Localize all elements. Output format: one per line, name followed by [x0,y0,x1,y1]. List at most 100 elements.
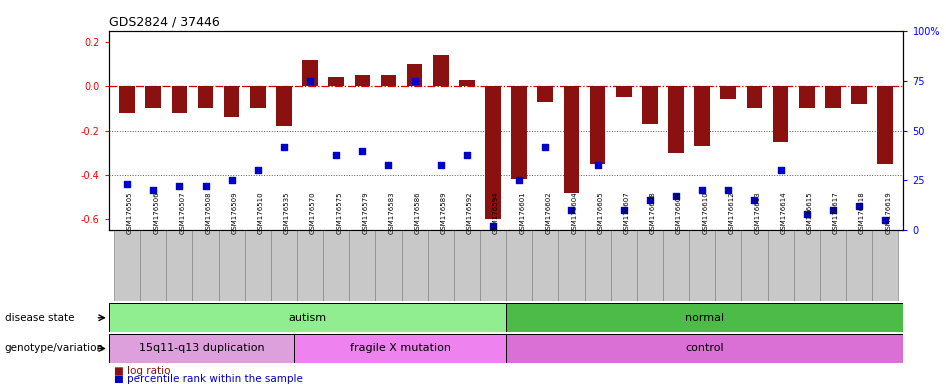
Text: GSM176601: GSM176601 [519,191,525,234]
Bar [401,230,428,301]
Text: GSM176612: GSM176612 [728,191,734,234]
Bar [297,230,324,301]
Bar [715,230,742,301]
Text: GSM176507: GSM176507 [180,191,185,234]
Bar [271,230,297,301]
Point [355,147,370,154]
Text: 15q11-q13 duplication: 15q11-q13 duplication [139,343,264,354]
Bar [767,230,794,301]
Bar [794,230,820,301]
Bar [454,230,480,301]
Text: GSM176615: GSM176615 [807,191,813,234]
Bar [140,230,166,301]
Bar [694,86,710,146]
Bar [146,86,161,108]
Text: GSM176586: GSM176586 [414,191,421,234]
Point [303,78,318,84]
Point [721,187,736,194]
Text: GSM176508: GSM176508 [205,191,212,234]
Bar [428,230,454,301]
Bar [166,230,192,301]
Text: GSM176506: GSM176506 [153,191,159,234]
Point [172,184,187,190]
Bar [355,75,370,86]
Bar [877,86,893,164]
Bar [616,86,632,97]
Bar [721,86,736,99]
Bar [250,86,266,108]
Point [851,204,867,210]
Point [328,151,343,157]
Bar [846,230,872,301]
Text: GSM176535: GSM176535 [284,192,289,234]
Bar [872,230,898,301]
Bar [798,86,815,108]
Bar [324,230,349,301]
Bar [773,86,788,142]
Point [433,161,448,167]
Point [460,151,475,157]
Point [616,207,631,214]
Bar [512,86,527,179]
Bar [171,86,187,113]
Bar [506,230,533,301]
Point [407,78,422,84]
Text: genotype/variation: genotype/variation [5,343,104,353]
Point [642,197,657,204]
Text: GSM176614: GSM176614 [780,191,786,234]
Bar [642,86,657,124]
Bar [533,230,558,301]
Bar [349,230,376,301]
Point [119,181,134,187]
Text: GSM176602: GSM176602 [545,191,552,234]
Bar [689,230,715,301]
Bar [294,334,506,363]
Point [381,161,396,167]
Point [669,194,684,200]
Point [747,197,762,204]
Text: GSM176509: GSM176509 [232,191,237,234]
Point [224,177,239,184]
Bar [380,75,396,86]
Bar [109,334,294,363]
Bar [109,303,506,332]
Text: GSM176608: GSM176608 [650,191,656,234]
Text: GSM176604: GSM176604 [571,191,577,234]
Bar [480,230,506,301]
Text: GSM176609: GSM176609 [676,191,682,234]
Bar [219,230,245,301]
Bar [611,230,637,301]
Text: GSM176605: GSM176605 [598,191,604,234]
Text: GSM176575: GSM176575 [336,192,342,234]
Text: normal: normal [685,313,725,323]
Text: GSM176583: GSM176583 [389,191,394,234]
Bar [851,86,867,104]
Point [485,223,500,230]
Point [146,187,161,194]
Point [276,144,291,150]
Text: GSM176613: GSM176613 [755,191,761,234]
Text: GSM176594: GSM176594 [493,192,499,234]
Bar [198,86,214,108]
Text: GSM176592: GSM176592 [467,192,473,234]
Point [878,217,893,223]
Bar [302,60,318,86]
Bar [589,86,605,164]
Bar [742,230,767,301]
Bar [820,230,846,301]
Point [250,167,265,174]
Bar [224,86,239,117]
Text: GDS2824 / 37446: GDS2824 / 37446 [109,15,219,28]
Bar [114,230,140,301]
Bar [668,86,684,153]
Text: autism: autism [289,313,326,323]
Text: GSM176619: GSM176619 [885,191,891,234]
Bar [433,55,448,86]
Bar [746,86,762,108]
Bar [119,86,135,113]
Text: ■ percentile rank within the sample: ■ percentile rank within the sample [114,374,303,384]
Bar [637,230,663,301]
Bar [825,86,841,108]
Bar [376,230,401,301]
Text: GSM176505: GSM176505 [127,192,133,234]
